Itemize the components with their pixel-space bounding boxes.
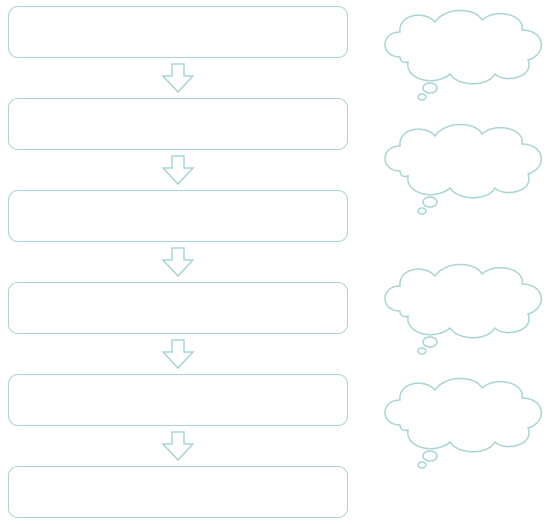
flow-arrow-5 <box>161 430 195 462</box>
thought-cloud-2 <box>370 116 556 216</box>
flow-step-6 <box>8 466 348 518</box>
flowchart-canvas <box>0 0 560 524</box>
flow-step-5 <box>8 374 348 426</box>
flow-step-4 <box>8 282 348 334</box>
flow-arrow-4 <box>161 338 195 370</box>
flow-arrow-1 <box>161 62 195 94</box>
flow-step-2 <box>8 98 348 150</box>
thought-cloud-3 <box>370 256 556 356</box>
thought-cloud-4 <box>370 370 556 470</box>
flow-arrow-3 <box>161 246 195 278</box>
flow-step-1 <box>8 6 348 58</box>
flow-arrow-2 <box>161 154 195 186</box>
flow-step-3 <box>8 190 348 242</box>
thought-cloud-1 <box>370 2 556 102</box>
